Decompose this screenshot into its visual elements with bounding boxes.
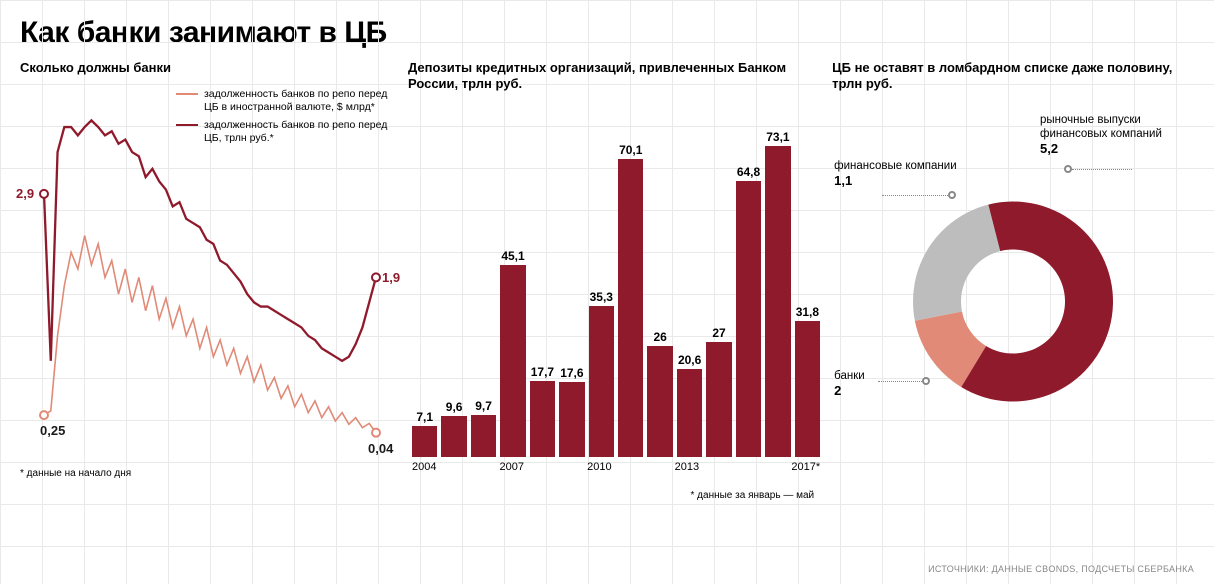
callout-leader-line <box>882 195 952 196</box>
bar-rect <box>795 321 820 456</box>
line-legend: задолженность банков по репо перед ЦБ в … <box>176 88 394 149</box>
bar: 27 <box>706 117 731 457</box>
callout-dot <box>1064 165 1072 173</box>
bar-value-label: 7,1 <box>416 410 433 424</box>
series1-start-label: 0,25 <box>40 423 65 438</box>
donut-chart: рыночные выпуски финансовых компаний 5,2… <box>832 99 1194 479</box>
bar-rect <box>706 342 731 457</box>
bar-value-label: 70,1 <box>619 143 642 157</box>
bar-value-label: 27 <box>712 326 725 340</box>
callout-banks: банки 2 <box>834 369 934 400</box>
legend-label: задолженность банков по репо перед ЦБ, т… <box>204 119 394 145</box>
bar-xaxis: 2004 2007 2010 2013 2017* <box>408 461 824 479</box>
bar: 73,1 <box>765 117 790 457</box>
line-panel: Сколько должны банки задолженность банко… <box>20 60 400 520</box>
bar-rect <box>618 159 643 457</box>
xaxis-tick: 2007 <box>500 461 525 479</box>
bar: 9,6 <box>441 117 466 457</box>
xaxis-tick <box>704 461 729 479</box>
bar-value-label: 20,6 <box>678 353 701 367</box>
callout-dot <box>948 191 956 199</box>
bar-value-label: 26 <box>654 330 667 344</box>
bar-rect <box>647 346 672 457</box>
bar-rect <box>559 382 584 457</box>
xaxis-tick <box>441 461 466 479</box>
callout-value: 1,1 <box>834 173 964 189</box>
xaxis-tick: 2013 <box>675 461 700 479</box>
bar-value-label: 64,8 <box>737 165 760 179</box>
bar-rect <box>589 306 614 456</box>
bar-rect <box>677 369 702 457</box>
bar-chart: 7,1 9,6 9,7 45,1 17,7 17,6 35,3 70,1 26 20,6 27 64,… <box>408 99 824 479</box>
page-title: Как банки занимают в ЦБ <box>20 16 1194 50</box>
bar: 31,8 <box>795 117 820 457</box>
xaxis-tick: 2017* <box>791 461 820 479</box>
xaxis-tick: 2004 <box>412 461 437 479</box>
callout-market-issues: рыночные выпуски финансовых компаний 5,2 <box>1040 113 1190 158</box>
bar: 17,7 <box>530 117 555 457</box>
bar: 64,8 <box>736 117 761 457</box>
bar: 35,3 <box>589 117 614 457</box>
donut-panel: ЦБ не оставят в ломбардном списке даже п… <box>832 60 1194 520</box>
bar-rect <box>441 416 466 457</box>
xaxis-tick <box>529 461 554 479</box>
line-panel-title: Сколько должны банки <box>20 60 400 76</box>
bar: 17,6 <box>559 117 584 457</box>
callout-fin-companies: финансовые компании 1,1 <box>834 159 964 190</box>
bar-value-label: 9,7 <box>475 399 492 413</box>
bar-rect <box>736 181 761 456</box>
source-line: ИСТОЧНИКИ: ДАННЫЕ CBONDS, ПОДСЧЕТЫ СБЕРБ… <box>928 564 1194 574</box>
legend-item: задолженность банков по репо перед ЦБ, т… <box>176 119 394 145</box>
line-footnote: * данные на начало дня <box>20 468 400 479</box>
bar-value-label: 73,1 <box>766 130 789 144</box>
callout-value: 2 <box>834 383 934 399</box>
bar-value-label: 9,6 <box>446 400 463 414</box>
series1-end-label: 0,04 <box>368 441 393 456</box>
bar-rect <box>412 426 437 456</box>
series2-start-label: 2,9 <box>16 186 34 201</box>
donut-segment <box>913 204 1000 320</box>
xaxis-tick <box>616 461 641 479</box>
callout-dot <box>922 377 930 385</box>
bar: 9,7 <box>471 117 496 457</box>
xaxis-tick: 2010 <box>587 461 612 479</box>
bar-value-label: 17,7 <box>531 365 554 379</box>
xaxis-tick <box>470 461 495 479</box>
bar-rect <box>471 415 496 456</box>
callout-label: рыночные выпуски финансовых компаний <box>1040 113 1190 142</box>
bar-value-label: 17,6 <box>560 366 583 380</box>
legend-item: задолженность банков по репо перед ЦБ в … <box>176 88 394 114</box>
bar: 7,1 <box>412 117 437 457</box>
bar: 70,1 <box>618 117 643 457</box>
xaxis-tick <box>762 461 787 479</box>
donut-panel-title: ЦБ не оставят в ломбардном списке даже п… <box>832 60 1194 93</box>
callout-value: 5,2 <box>1040 141 1190 157</box>
callout-leader-line <box>878 381 926 382</box>
bar-panel-title: Депозиты кредитных организаций, привлече… <box>408 60 824 93</box>
callout-label: финансовые компании <box>834 159 964 173</box>
bar: 20,6 <box>677 117 702 457</box>
bars-container: 7,1 9,6 9,7 45,1 17,7 17,6 35,3 70,1 26 20,6 27 64,… <box>408 117 824 457</box>
line-chart: задолженность банков по репо перед ЦБ в … <box>20 82 400 462</box>
bar: 45,1 <box>500 117 525 457</box>
bar-rect <box>530 381 555 456</box>
bar-value-label: 45,1 <box>501 249 524 263</box>
callout-leader-line <box>1072 169 1132 170</box>
legend-label: задолженность банков по репо перед ЦБ в … <box>204 88 394 114</box>
bar-panel: Депозиты кредитных организаций, привлече… <box>408 60 824 520</box>
legend-swatch <box>176 93 198 95</box>
bar: 26 <box>647 117 672 457</box>
panels-row: Сколько должны банки задолженность банко… <box>20 60 1194 520</box>
bar-rect <box>765 146 790 457</box>
xaxis-tick <box>558 461 583 479</box>
xaxis-tick <box>645 461 670 479</box>
bar-value-label: 35,3 <box>590 290 613 304</box>
bar-value-label: 31,8 <box>796 305 819 319</box>
xaxis-tick <box>733 461 758 479</box>
legend-swatch <box>176 124 198 126</box>
bar-footnote: * данные за январь — май <box>691 490 815 501</box>
bar-rect <box>500 265 525 457</box>
series2-end-label: 1,9 <box>382 270 400 285</box>
